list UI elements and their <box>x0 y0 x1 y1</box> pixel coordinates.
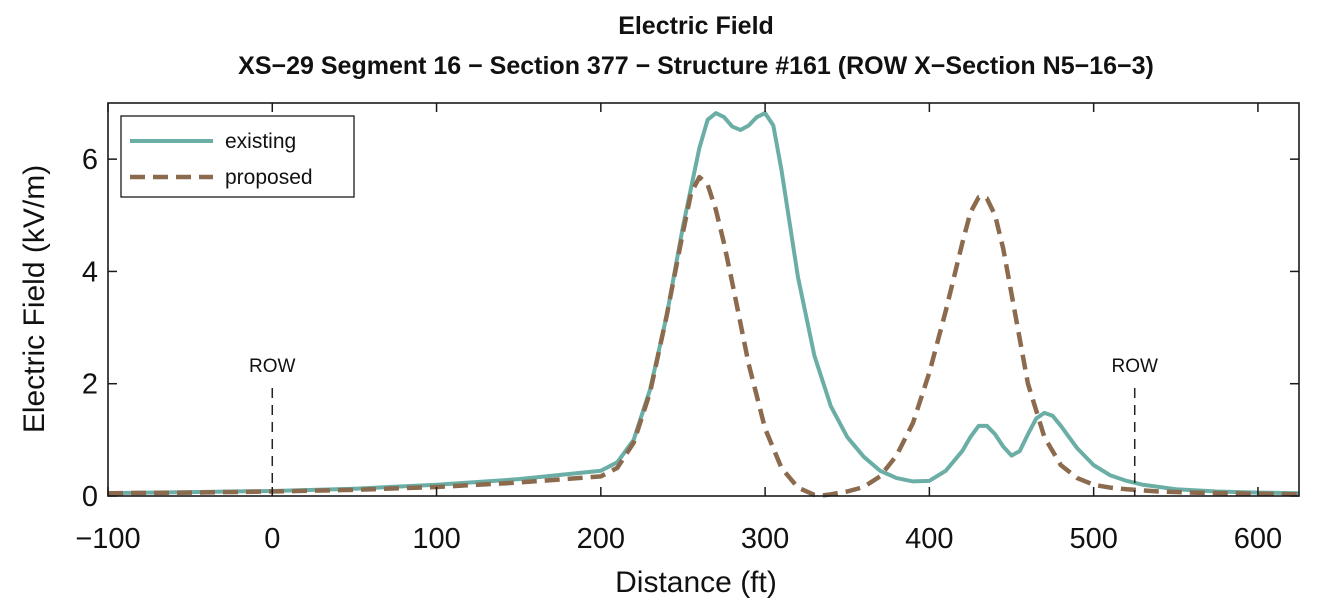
row-marker-label-2: ROW <box>1112 356 1159 377</box>
series-line-proposed <box>107 174 1300 498</box>
x-tick-label: 300 <box>741 523 789 555</box>
x-tick-label: 400 <box>905 523 953 555</box>
x-tick-label: 500 <box>1069 523 1117 555</box>
y-axis-label: Electric Field (kV/m) <box>18 165 51 433</box>
plot-frame <box>107 102 1300 497</box>
x-tick-label: 0 <box>264 523 280 555</box>
chart-subtitle: XS−29 Segment 16 − Section 377 − Structu… <box>238 52 1154 80</box>
legend-label-existing: existing <box>225 130 296 153</box>
legend-label-proposed: proposed <box>225 166 313 189</box>
x-tick-label: −100 <box>75 523 140 555</box>
row-marker-label-1: ROW <box>249 356 296 377</box>
y-tick-label: 0 <box>82 481 98 513</box>
y-tick-label: 2 <box>82 369 98 401</box>
plot-area: ROW ROW −100 0 100 200 300 400 500 600 0 2 4 6 existin… <box>75 102 1300 555</box>
x-tick-label: 100 <box>412 523 460 555</box>
legend-box <box>120 115 355 198</box>
y-tick-label: 4 <box>82 256 98 288</box>
x-tick-label: 600 <box>1234 523 1282 555</box>
series-line-existing <box>107 111 1300 496</box>
x-axis-label: Distance (ft) <box>615 566 777 599</box>
chart-title: Electric Field <box>618 12 774 40</box>
y-tick-label: 6 <box>82 144 98 176</box>
x-tick-label: 200 <box>577 523 625 555</box>
